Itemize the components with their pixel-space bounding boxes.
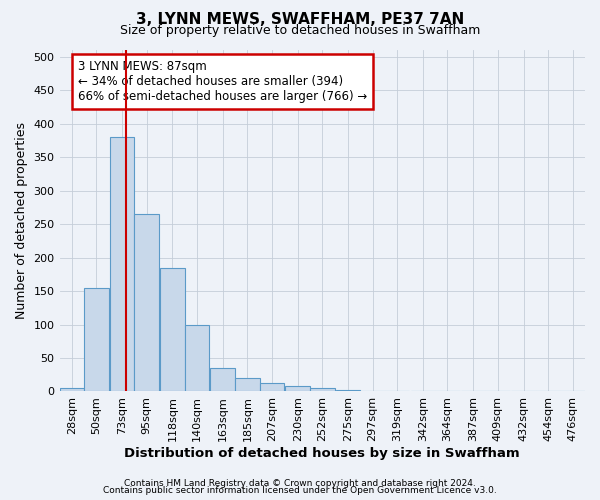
Bar [335,390,360,392]
Bar [84,288,109,392]
Bar [134,214,159,392]
Bar [286,386,310,392]
Y-axis label: Number of detached properties: Number of detached properties [15,122,28,319]
Bar [110,137,134,392]
Bar [160,268,185,392]
Bar [211,368,235,392]
X-axis label: Distribution of detached houses by size in Swaffham: Distribution of detached houses by size … [124,447,520,460]
Text: 3 LYNN MEWS: 87sqm
← 34% of detached houses are smaller (394)
66% of semi-detach: 3 LYNN MEWS: 87sqm ← 34% of detached hou… [78,60,367,103]
Bar [59,388,84,392]
Bar [560,391,585,392]
Text: 3, LYNN MEWS, SWAFFHAM, PE37 7AN: 3, LYNN MEWS, SWAFFHAM, PE37 7AN [136,12,464,28]
Bar [310,388,335,392]
Bar [461,391,485,392]
Text: Size of property relative to detached houses in Swaffham: Size of property relative to detached ho… [120,24,480,37]
Bar [185,324,209,392]
Bar [260,383,284,392]
Text: Contains public sector information licensed under the Open Government Licence v3: Contains public sector information licen… [103,486,497,495]
Text: Contains HM Land Registry data © Crown copyright and database right 2024.: Contains HM Land Registry data © Crown c… [124,478,476,488]
Bar [235,378,260,392]
